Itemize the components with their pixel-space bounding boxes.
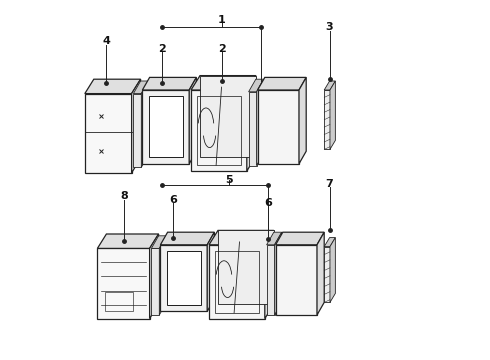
Polygon shape bbox=[258, 77, 306, 90]
Polygon shape bbox=[85, 94, 132, 173]
Polygon shape bbox=[98, 248, 149, 319]
Polygon shape bbox=[160, 232, 215, 245]
Polygon shape bbox=[200, 76, 256, 157]
Polygon shape bbox=[257, 79, 264, 166]
Polygon shape bbox=[324, 238, 335, 247]
Text: 4: 4 bbox=[102, 36, 110, 46]
Text: 1: 1 bbox=[218, 15, 225, 25]
Polygon shape bbox=[248, 79, 264, 92]
Text: 5: 5 bbox=[225, 175, 233, 185]
Polygon shape bbox=[330, 238, 335, 302]
Polygon shape bbox=[267, 245, 274, 315]
Text: 7: 7 bbox=[326, 179, 334, 189]
Polygon shape bbox=[265, 230, 274, 319]
Polygon shape bbox=[330, 81, 335, 149]
Polygon shape bbox=[133, 81, 148, 94]
Polygon shape bbox=[133, 94, 141, 167]
Text: 3: 3 bbox=[326, 22, 333, 32]
Polygon shape bbox=[159, 236, 167, 315]
Polygon shape bbox=[143, 90, 189, 164]
Text: 6: 6 bbox=[169, 195, 177, 205]
Polygon shape bbox=[132, 79, 141, 173]
Polygon shape bbox=[324, 247, 330, 302]
Polygon shape bbox=[207, 232, 215, 311]
Polygon shape bbox=[267, 232, 282, 245]
Polygon shape bbox=[143, 77, 196, 90]
Polygon shape bbox=[324, 81, 335, 90]
Polygon shape bbox=[274, 232, 282, 315]
Polygon shape bbox=[275, 245, 317, 315]
Polygon shape bbox=[209, 245, 265, 319]
Polygon shape bbox=[317, 232, 324, 315]
Polygon shape bbox=[85, 79, 141, 94]
Polygon shape bbox=[160, 245, 207, 311]
Polygon shape bbox=[149, 234, 159, 319]
Polygon shape bbox=[209, 230, 274, 245]
Polygon shape bbox=[324, 90, 330, 149]
Polygon shape bbox=[275, 232, 324, 245]
Text: 6: 6 bbox=[265, 198, 272, 208]
Text: 2: 2 bbox=[218, 44, 225, 54]
Polygon shape bbox=[218, 230, 274, 304]
Polygon shape bbox=[191, 90, 247, 171]
Polygon shape bbox=[151, 236, 167, 248]
Polygon shape bbox=[258, 90, 299, 164]
Polygon shape bbox=[151, 248, 159, 315]
Polygon shape bbox=[141, 81, 148, 167]
Polygon shape bbox=[247, 76, 256, 171]
Polygon shape bbox=[248, 92, 257, 166]
Polygon shape bbox=[299, 77, 306, 164]
Polygon shape bbox=[191, 76, 256, 90]
Text: 8: 8 bbox=[121, 191, 128, 201]
Polygon shape bbox=[189, 77, 196, 164]
Text: 2: 2 bbox=[158, 44, 166, 54]
Polygon shape bbox=[149, 96, 183, 157]
Polygon shape bbox=[167, 251, 201, 305]
Polygon shape bbox=[98, 234, 159, 248]
